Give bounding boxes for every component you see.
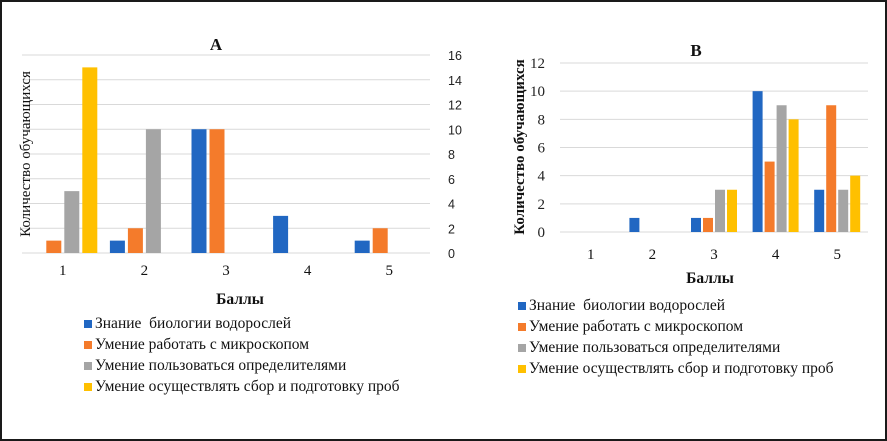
bar	[826, 105, 837, 232]
bar	[354, 240, 370, 253]
bar	[46, 240, 62, 253]
bar	[703, 217, 713, 232]
y-tick-label: 0	[538, 225, 546, 241]
x-tick-label: 4	[304, 263, 312, 279]
chart-a-legend-item: Знание биологии водорослей	[84, 313, 400, 334]
y-tick-label: 10	[448, 123, 462, 137]
chart-b-legend: Знание биологии водорослей Умение работа…	[518, 295, 834, 379]
chart-a-legend-item: Умение пользоваться определителями	[84, 355, 400, 376]
chart-a-bars	[46, 67, 388, 253]
chart-b-x-ticks: 1 2 3 4 5	[587, 247, 841, 263]
x-tick-label: 1	[59, 263, 67, 279]
legend-swatch-gray	[84, 361, 92, 370]
y-tick-label: 4	[448, 198, 455, 212]
y-tick-label: 8	[538, 112, 546, 128]
x-tick-label: 3	[710, 247, 718, 263]
legend-swatch-orange	[518, 322, 526, 331]
bar	[82, 67, 98, 253]
chart-a-y-ticks: 0 2 4 6 8 10 12 14 16	[448, 49, 462, 261]
legend-label: Умение работать с микроскопом	[95, 335, 310, 353]
chart-a-x-axis-label: Баллы	[216, 291, 264, 308]
legend-swatch-blue	[518, 301, 526, 310]
chart-b-y-axis-label: Количество обучающихся	[512, 59, 528, 235]
y-tick-label: 12	[530, 56, 545, 72]
bar	[691, 217, 701, 232]
chart-a-y-axis-label: Количество обучающихся	[18, 71, 34, 237]
legend-swatch-blue	[84, 319, 92, 328]
chart-b-legend-item: Умение осуществлять сбор и подготовку пр…	[518, 358, 834, 379]
bar	[838, 189, 849, 232]
legend-swatch-orange	[84, 340, 92, 349]
legend-swatch-yellow	[518, 364, 526, 373]
bar	[64, 191, 80, 253]
legend-swatch-gray	[518, 343, 526, 352]
bar	[127, 228, 143, 253]
legend-label: Умение пользоваться определителями	[95, 356, 347, 374]
bar	[191, 129, 207, 253]
chart-a-legend: Знание биологии водорослей Умение работа…	[84, 313, 400, 397]
chart-a-x-ticks: 1 2 3 4 5	[59, 263, 393, 279]
chart-b-legend-item: Умение пользоваться определителями	[518, 337, 834, 358]
x-tick-label: 3	[222, 263, 230, 279]
y-tick-label: 12	[448, 99, 462, 113]
x-tick-label: 4	[772, 247, 780, 263]
bar	[727, 189, 737, 232]
y-tick-label: 0	[448, 247, 455, 261]
chart-b-y-ticks: 0 2 4 6 8 10 12	[530, 56, 546, 241]
bar	[814, 189, 825, 232]
y-tick-label: 2	[538, 197, 546, 213]
y-tick-label: 6	[538, 141, 546, 157]
chart-b-bars	[629, 91, 861, 233]
bar	[776, 105, 787, 232]
bar	[629, 217, 640, 232]
bar	[273, 215, 289, 253]
bar	[850, 175, 861, 232]
bar	[109, 240, 125, 253]
bar	[764, 161, 775, 232]
bar	[209, 129, 225, 253]
x-tick-label: 5	[385, 263, 393, 279]
legend-label: Умение работать с микроскопом	[529, 317, 744, 335]
legend-label: Умение осуществлять сбор и подготовку пр…	[529, 359, 834, 377]
legend-swatch-yellow	[84, 382, 92, 391]
chart-b-legend-item: Знание биологии водорослей	[518, 295, 834, 316]
bar	[715, 189, 725, 232]
x-tick-label: 2	[649, 247, 657, 263]
chart-b-x-axis-label: Баллы	[686, 270, 734, 287]
x-tick-label: 1	[587, 247, 595, 263]
bar	[145, 129, 161, 253]
y-tick-label: 14	[448, 74, 462, 88]
x-tick-label: 5	[833, 247, 841, 263]
chart-b-legend-item: Умение работать с микроскопом	[518, 316, 834, 337]
legend-label: Умение осуществлять сбор и подготовку пр…	[95, 377, 400, 395]
chart-b-title: B	[690, 41, 701, 60]
y-tick-label: 10	[530, 84, 545, 100]
bar	[752, 91, 763, 233]
legend-label: Знание биологии водорослей	[529, 296, 726, 314]
y-tick-label: 16	[448, 49, 462, 63]
y-tick-label: 8	[448, 148, 455, 162]
bar	[372, 228, 388, 253]
chart-a-title: A	[210, 35, 223, 54]
legend-label: Умение пользоваться определителями	[529, 338, 781, 356]
chart-a-legend-item: Умение осуществлять сбор и подготовку пр…	[84, 376, 400, 397]
legend-label: Знание биологии водорослей	[95, 314, 292, 332]
y-tick-label: 6	[448, 173, 455, 187]
chart-a-legend-item: Умение работать с микроскопом	[84, 334, 400, 355]
x-tick-label: 2	[141, 263, 149, 279]
y-tick-label: 4	[538, 169, 546, 185]
bar	[788, 119, 799, 232]
y-tick-label: 2	[448, 222, 455, 236]
